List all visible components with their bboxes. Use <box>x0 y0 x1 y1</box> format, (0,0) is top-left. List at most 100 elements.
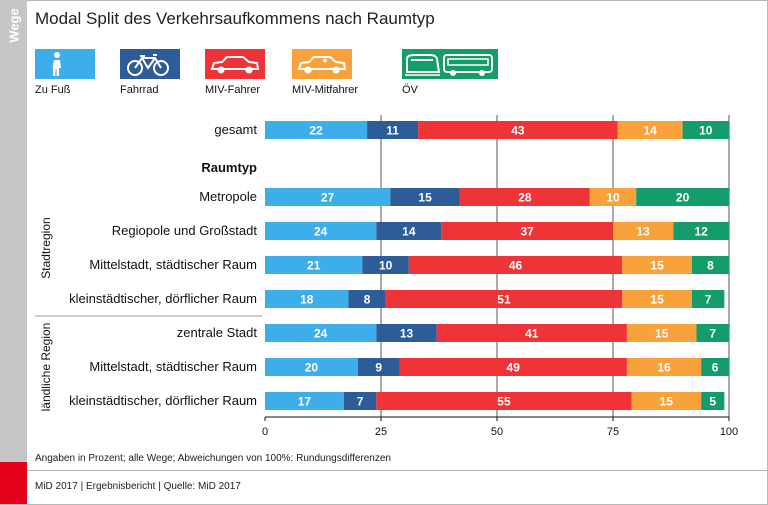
bar-segment <box>626 358 702 376</box>
bar-segment <box>265 222 377 240</box>
row-label: zentrale Stadt <box>177 325 258 340</box>
bar-segment <box>367 121 419 139</box>
row-label: Metropole <box>199 189 257 204</box>
bar-segment <box>390 188 460 206</box>
bar-value-label: 7 <box>709 327 716 341</box>
legend-label-ov: ÖV <box>402 84 418 96</box>
bar-value-label: 55 <box>497 395 511 409</box>
bar-value-label: 5 <box>709 395 716 409</box>
bar-segment <box>265 188 391 206</box>
bar-value-label: 49 <box>507 361 521 375</box>
bar-value-label: 8 <box>707 259 714 273</box>
bar-segment <box>265 392 344 410</box>
section-heading: Raumtyp <box>201 160 257 175</box>
bar-segment <box>348 290 386 308</box>
bar-segment <box>385 290 623 308</box>
bar-segment <box>691 290 725 308</box>
bar-segment <box>701 358 729 376</box>
bar-value-label: 15 <box>418 191 432 205</box>
bar-value-label: 14 <box>402 225 416 239</box>
bar-segment <box>399 358 627 376</box>
bar-value-label: 41 <box>525 327 539 341</box>
bar-value-label: 12 <box>694 225 708 239</box>
bar-value-label: 7 <box>705 293 712 307</box>
row-label: kleinstädtischer, dörflicher Raum <box>69 291 257 306</box>
car-icon <box>205 49 265 79</box>
bar-value-label: 28 <box>518 191 532 205</box>
bar-segment <box>418 121 618 139</box>
chart-title: Modal Split des Verkehrsaufkommens nach … <box>35 9 435 28</box>
bar-segment <box>459 188 590 206</box>
bar-value-label: 15 <box>655 327 669 341</box>
car-passenger-icon <box>292 49 352 79</box>
bar-segment <box>441 222 613 240</box>
x-tick-label-50: 50 <box>491 426 503 438</box>
side-strip: Wege <box>0 0 27 462</box>
legend-swatch-mitfahrer <box>292 49 352 79</box>
bar-segment <box>265 121 368 139</box>
x-tick-label-25: 25 <box>375 426 387 438</box>
group-label: Stadtregion <box>39 217 53 278</box>
group-label: ländliche Region <box>39 323 53 412</box>
legend-label-fuss: Zu Fuß <box>35 84 71 96</box>
x-tick-label-75: 75 <box>607 426 619 438</box>
row-label: gesamt <box>214 122 257 137</box>
bar-segment <box>691 256 729 274</box>
bar-segment <box>265 290 349 308</box>
row-label: kleinstädtischer, dörflicher Raum <box>69 393 257 408</box>
bar-segment <box>265 358 358 376</box>
bar-segment <box>376 392 632 410</box>
legend-swatch-fuss <box>35 49 95 79</box>
x-tick-label-0: 0 <box>262 426 268 438</box>
legend-swatch-ov <box>402 49 498 79</box>
bar-value-label: 21 <box>307 259 321 273</box>
bar-segment <box>617 121 683 139</box>
bar-segment <box>622 290 692 308</box>
bar-segment <box>682 121 729 139</box>
bar-segment <box>357 358 400 376</box>
bar-segment <box>343 392 377 410</box>
bar-value-label: 43 <box>511 124 525 138</box>
bar-segment <box>696 324 729 342</box>
bar-value-label: 10 <box>379 259 393 273</box>
bar-value-label: 20 <box>305 361 319 375</box>
bar-value-label: 10 <box>606 191 620 205</box>
bar-value-label: 13 <box>636 225 650 239</box>
row-label: Mittelstadt, städtischer Raum <box>89 359 257 374</box>
bar-segment <box>673 222 729 240</box>
legend-swatch-rad <box>120 49 180 79</box>
bar-segment <box>265 324 377 342</box>
row-label: Regiopole und Großstadt <box>112 223 258 238</box>
bar-value-label: 46 <box>509 259 523 273</box>
bar-value-label: 8 <box>364 293 371 307</box>
bar-value-label: 18 <box>300 293 314 307</box>
bar-value-label: 6 <box>712 361 719 375</box>
bar-segment <box>622 256 692 274</box>
footnote: Angaben in Prozent; alle Wege; Abweichun… <box>35 453 391 464</box>
bar-value-label: 9 <box>375 361 382 375</box>
bar-value-label: 15 <box>650 293 664 307</box>
footer-source: MiD 2017 | Ergebnisbericht | Quelle: MiD… <box>35 481 241 492</box>
bar-segment <box>701 392 725 410</box>
footer-divider <box>27 470 767 471</box>
bicycle-icon <box>120 49 180 79</box>
bar-segment <box>436 324 627 342</box>
bar-segment <box>613 222 674 240</box>
bar-value-label: 37 <box>520 225 534 239</box>
bar-value-label: 7 <box>357 395 364 409</box>
bar-value-label: 22 <box>309 124 323 138</box>
x-tick-label-100: 100 <box>720 426 738 438</box>
bar-segment <box>589 188 637 206</box>
bar-value-label: 15 <box>650 259 664 273</box>
bar-value-label: 14 <box>643 124 657 138</box>
bar-value-label: 24 <box>314 225 328 239</box>
bar-value-label: 13 <box>400 327 414 341</box>
bar-value-label: 24 <box>314 327 328 341</box>
bar-value-label: 10 <box>699 124 713 138</box>
legend-label-rad: Fahrrad <box>120 84 159 96</box>
bar-value-label: 20 <box>676 191 690 205</box>
bar-segment <box>631 392 702 410</box>
legend-label-fahrer: MIV-Fahrer <box>205 84 261 96</box>
bar-segment <box>376 324 437 342</box>
